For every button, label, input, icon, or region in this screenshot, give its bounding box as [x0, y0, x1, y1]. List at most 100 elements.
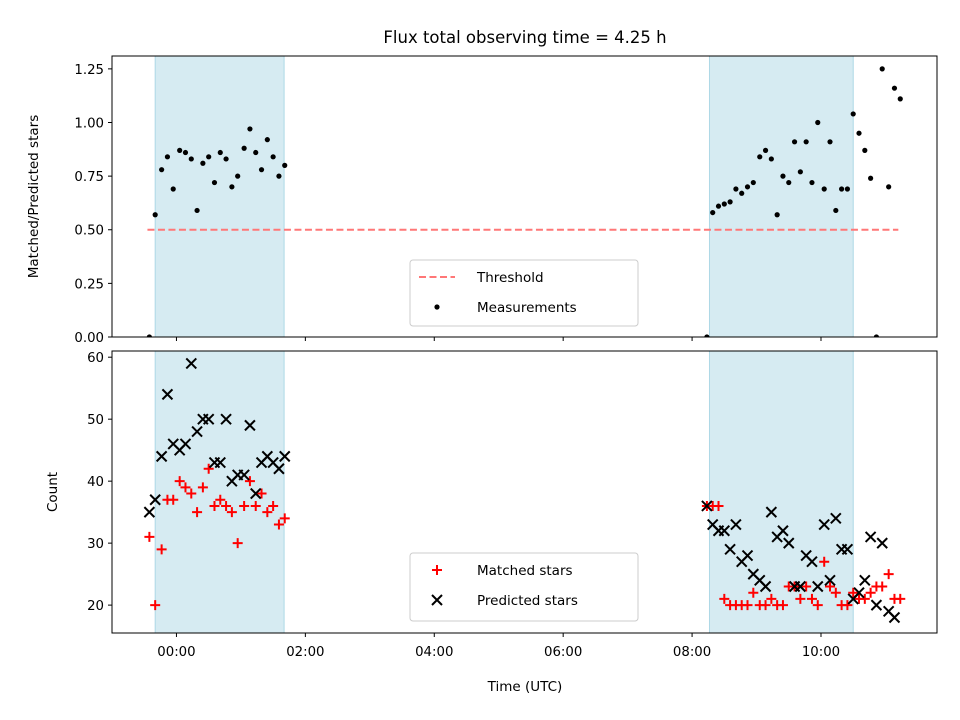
measurement-point: [762, 147, 769, 153]
predicted-star-point: [759, 580, 772, 593]
predicted-star-point: [185, 357, 197, 370]
predicted-star-point: [818, 518, 830, 531]
y-tick-label: 1.00: [74, 116, 104, 131]
predicted-star-point: [718, 525, 731, 537]
matched-star-point: [197, 482, 208, 493]
matched-star-point: [766, 593, 777, 604]
predicted-star-point: [724, 543, 736, 556]
matched-star-point: [795, 593, 806, 604]
predicted-star-point: [853, 587, 865, 599]
predicted-star-point: [244, 419, 256, 432]
ratio-panel: 0.00 0.25 0.50 0.75 1.00 1.25 Matched/Predicte…: [26, 55, 938, 346]
measurement-point: [827, 139, 833, 145]
measurement-point: [886, 184, 892, 190]
matched-star-point: [848, 587, 859, 598]
measurement-point: [177, 147, 183, 153]
matched-star-point: [256, 488, 267, 499]
matched-star-point: [250, 500, 261, 511]
matched-star-point: [859, 593, 870, 604]
predicted-star-point: [888, 611, 901, 624]
matched-star-point: [801, 581, 812, 592]
x-tick-label: 08:00: [673, 645, 711, 660]
matched-star-point: [203, 463, 214, 474]
measurement-point: [739, 190, 745, 196]
measurement-point: [276, 173, 282, 179]
measurement-point: [868, 175, 874, 181]
chart-title: Flux total observing time = 4.25 h: [383, 28, 666, 47]
count-panel: 20 30 40 50 60 00:00 02:00 04:00 06:00 08:00 10:00…: [45, 350, 938, 660]
x-tick-label: 02:00: [286, 645, 324, 660]
x-tick-label: 00:00: [157, 645, 195, 660]
measurement-point: [733, 186, 739, 192]
predicted-star-point: [214, 456, 226, 469]
predicted-star-point: [841, 543, 854, 556]
axes-frame: [111, 350, 938, 634]
y-tick-label: 30: [87, 537, 104, 552]
axes-frame: [111, 55, 938, 338]
predicted-star-point: [250, 487, 262, 500]
matched-star-point: [150, 600, 161, 611]
predicted-star-point: [876, 537, 888, 549]
y-tick-label: 20: [87, 599, 104, 614]
measurement-point: [809, 179, 815, 186]
matched-star-point: [144, 531, 155, 542]
measurement-point: [844, 186, 851, 192]
matched-star-point: [244, 476, 255, 487]
y-tick-label: 0.25: [74, 277, 104, 292]
matched-star-point: [748, 587, 759, 598]
legend: Matched stars Predicted stars: [409, 552, 639, 622]
measurement-point: [891, 85, 898, 91]
measurement-point: [791, 139, 798, 145]
measurement-point: [235, 173, 241, 179]
matched-star-point: [192, 507, 203, 518]
predicted-star-point: [155, 450, 168, 463]
predicted-star-point: [783, 537, 795, 549]
matched-star-point: [742, 600, 753, 611]
observing-window-shade: [154, 351, 285, 633]
y-axis-label: Matched/Predicted stars: [26, 115, 42, 278]
matched-star-point: [825, 581, 836, 592]
predicted-star-point: [202, 413, 215, 425]
matched-star-point: [777, 600, 788, 611]
predicted-star-point: [238, 469, 250, 481]
measurement-point: [217, 149, 223, 156]
matched-star-point: [209, 500, 220, 511]
matched-star-point: [232, 538, 243, 549]
measurement-point: [200, 160, 206, 166]
measurement-point: [856, 130, 862, 136]
legend: Threshold Measurements: [409, 259, 639, 327]
legend-matched-swatch: [432, 565, 442, 575]
y-axis-label: Count: [45, 472, 61, 512]
measurement-point: [247, 126, 253, 132]
measurement-point: [821, 186, 827, 192]
matched-star-point: [273, 519, 284, 530]
predicted-star-point: [812, 580, 824, 593]
measurement-point: [850, 111, 856, 117]
matched-star-point: [174, 476, 185, 487]
measurement-point: [159, 167, 165, 173]
matched-star-point: [239, 500, 250, 511]
measurement-point: [897, 96, 903, 102]
matched-star-point: [713, 500, 724, 511]
plot-area: [143, 351, 906, 633]
measurement-point: [223, 156, 229, 162]
matched-star-point: [156, 544, 167, 555]
measurement-point: [797, 169, 803, 175]
predicted-star-point: [864, 531, 877, 543]
matched-star-point: [760, 600, 771, 611]
legend-label: Predicted stars: [477, 593, 578, 609]
predicted-star-point: [273, 463, 285, 475]
observing-window-shade: [708, 351, 854, 633]
predicted-star-point: [870, 599, 883, 611]
predicted-star-point: [730, 518, 742, 531]
matched-star-point: [865, 587, 876, 598]
y-tick-label: 40: [87, 475, 104, 490]
x-tick-label: 06:00: [544, 645, 582, 660]
matched-star-point: [883, 569, 894, 580]
matched-star-point: [168, 494, 179, 505]
matched-star-point: [186, 488, 197, 499]
predicted-star-point: [701, 500, 713, 512]
predicted-star-point: [794, 580, 807, 593]
legend-label: Matched stars: [477, 563, 573, 579]
measurement-point: [188, 156, 194, 162]
